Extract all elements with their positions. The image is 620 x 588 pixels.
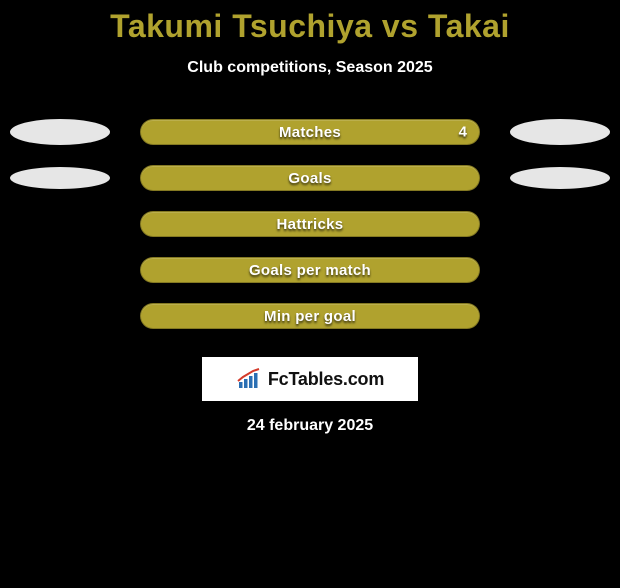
- page-subtitle: Club competitions, Season 2025: [0, 59, 620, 77]
- stat-rows-container: Matches 4 Goals Hattricks Goals per match Min…: [0, 109, 620, 339]
- stat-bar-label: Hattricks: [277, 216, 344, 233]
- stat-bar: Min per goal: [140, 303, 480, 329]
- stat-bar-label: Min per goal: [264, 308, 356, 325]
- stat-bar: Matches 4: [140, 119, 480, 145]
- footer-date: 24 february 2025: [0, 417, 620, 435]
- stat-bar-label: Matches: [279, 124, 341, 141]
- right-ellipse: [510, 167, 610, 189]
- logo-box: FcTables.com: [202, 357, 418, 401]
- stat-bar: Goals: [140, 165, 480, 191]
- stat-row: Matches 4: [0, 109, 620, 155]
- stat-bar-label: Goals: [288, 170, 331, 187]
- stat-bar-label: Goals per match: [249, 262, 371, 279]
- page-title: Takumi Tsuchiya vs Takai: [0, 8, 620, 45]
- stat-bar-value: 4: [459, 124, 467, 141]
- left-ellipse: [10, 167, 110, 189]
- stat-bar: Hattricks: [140, 211, 480, 237]
- left-ellipse: [10, 119, 110, 145]
- stat-row: Goals: [0, 155, 620, 201]
- stat-row: Goals per match: [0, 247, 620, 293]
- stat-bar: Goals per match: [140, 257, 480, 283]
- right-ellipse: [510, 119, 610, 145]
- logo-text: FcTables.com: [268, 369, 384, 390]
- stat-row: Min per goal: [0, 293, 620, 339]
- stat-row: Hattricks: [0, 201, 620, 247]
- logo-chart-icon: [236, 368, 262, 390]
